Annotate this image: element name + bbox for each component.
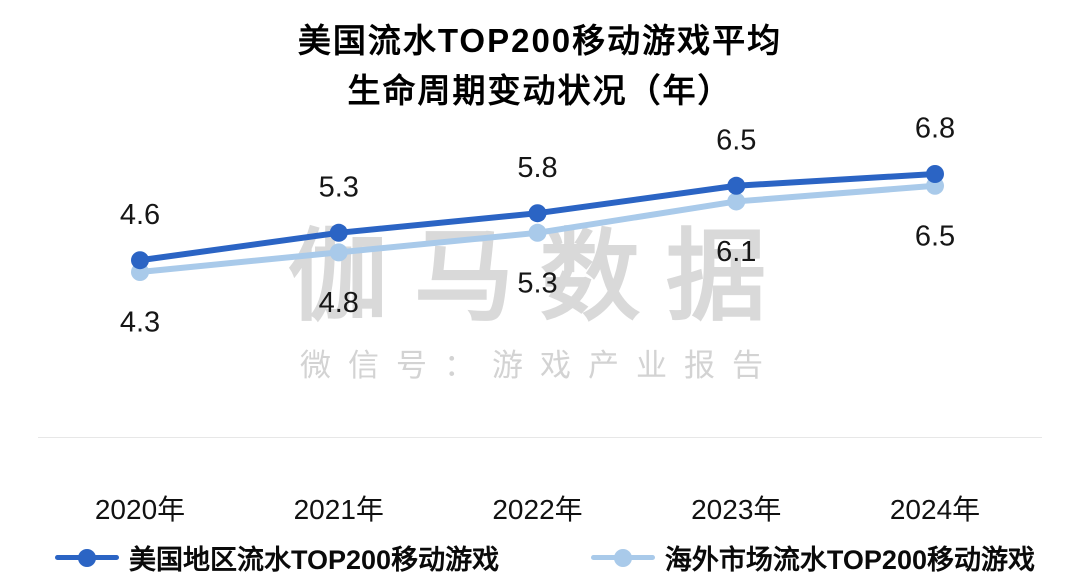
data-label: 6.5 bbox=[915, 220, 955, 252]
data-label: 5.8 bbox=[517, 152, 557, 184]
data-point bbox=[528, 223, 547, 242]
chart-title-line1: 美国流水TOP200移动游戏平均 bbox=[297, 22, 783, 59]
data-label: 6.1 bbox=[716, 236, 756, 268]
legend-dot-overseas-icon bbox=[613, 548, 632, 567]
x-axis-label: 2020年 bbox=[94, 494, 186, 525]
legend: 美国地区流水TOP200移动游戏 海外市场流水TOP200移动游戏 bbox=[55, 538, 1035, 574]
legend-marker-overseas-icon bbox=[590, 548, 655, 568]
data-point bbox=[329, 243, 348, 262]
data-point bbox=[727, 192, 746, 211]
x-axis-label: 2024年 bbox=[889, 494, 981, 525]
legend-item-us: 美国地区流水TOP200移动游戏 bbox=[55, 538, 499, 574]
data-point bbox=[329, 223, 348, 242]
data-label: 5.3 bbox=[319, 171, 359, 203]
x-axis-label: 2022年 bbox=[492, 494, 583, 525]
legend-item-overseas: 海外市场流水TOP200移动游戏 bbox=[590, 538, 1035, 574]
legend-dot-us-icon bbox=[78, 548, 96, 567]
data-point bbox=[727, 176, 746, 195]
x-axis-label: 2021年 bbox=[293, 494, 384, 525]
legend-marker-us-icon bbox=[55, 548, 119, 568]
divider bbox=[38, 437, 1042, 438]
chart-title: 美国流水TOP200移动游戏平均 生命周期变动状况（年） bbox=[0, 16, 1080, 116]
data-label: 4.3 bbox=[120, 307, 160, 339]
data-label: 4.6 bbox=[120, 199, 160, 231]
chart-title-line2: 生命周期变动状况（年） bbox=[347, 72, 733, 109]
data-label: 4.8 bbox=[319, 287, 359, 319]
data-point bbox=[926, 165, 944, 183]
data-label: 5.3 bbox=[517, 267, 557, 299]
legend-label-overseas: 海外市场流水TOP200移动游戏 bbox=[664, 545, 1035, 574]
legend-label-us: 美国地区流水TOP200移动游戏 bbox=[129, 545, 500, 574]
data-label: 6.8 bbox=[915, 113, 955, 145]
data-label: 6.5 bbox=[716, 124, 756, 156]
line-chart: 4.3 4.8 5.3 6.1 6.5 4.6 5.3 5.8 6.5 6.8 bbox=[120, 113, 955, 339]
data-point bbox=[131, 251, 149, 270]
x-axis-label: 2023年 bbox=[691, 494, 782, 525]
data-point bbox=[528, 204, 547, 223]
